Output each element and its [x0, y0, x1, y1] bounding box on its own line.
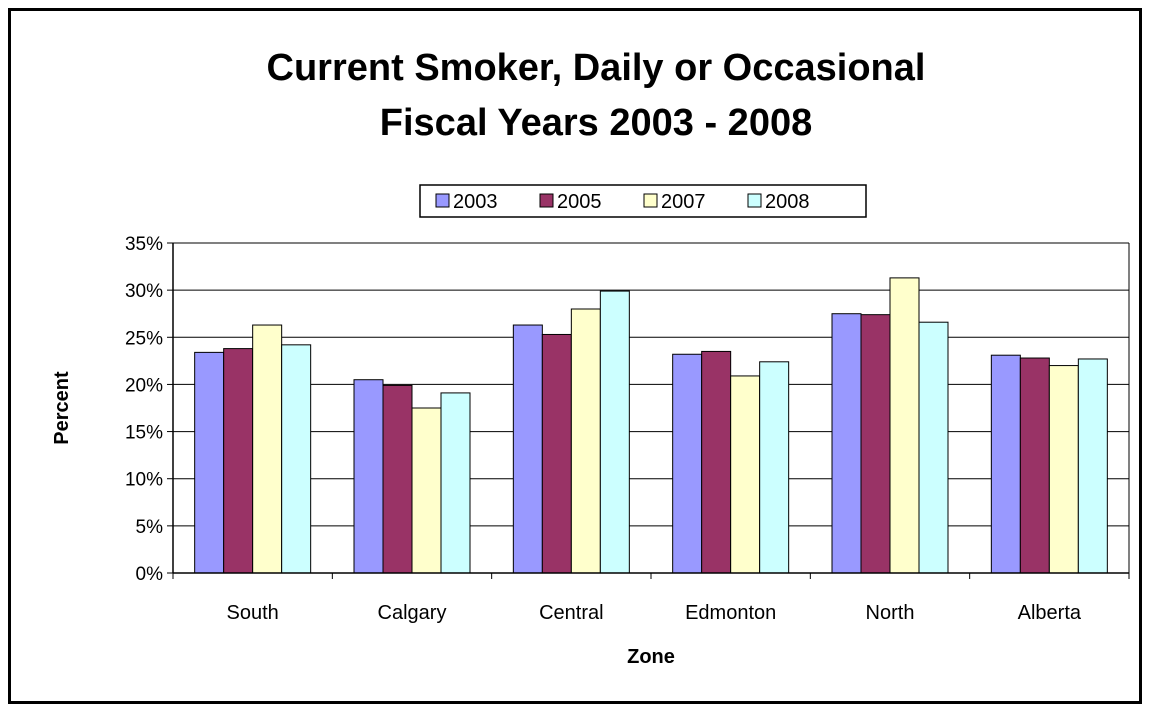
- chart-title-line1: Current Smoker, Daily or Occasional: [267, 47, 926, 89]
- bar-2003-south: [194, 351, 225, 574]
- y-tick-label: 0%: [136, 564, 164, 585]
- bar-2005-north: [860, 314, 891, 574]
- bar-2008-north: [918, 321, 949, 574]
- bar-2008-alberta: [1077, 358, 1108, 574]
- legend-swatch-2003: [435, 193, 450, 208]
- chart-title-line2: Fiscal Years 2003 - 2008: [380, 102, 812, 144]
- x-tick-label: Edmonton: [685, 602, 776, 624]
- y-tick-label: 20%: [125, 375, 163, 396]
- bar-2007-central: [570, 308, 601, 574]
- bar-2007-north: [889, 277, 920, 574]
- y-tick-label: 15%: [125, 423, 163, 444]
- y-axis-label: Percent: [51, 371, 73, 445]
- bar-2005-central: [541, 333, 572, 574]
- legend-swatch-2007: [643, 193, 658, 208]
- legend-label-2005: 2005: [557, 191, 602, 213]
- legend-swatch-2005: [539, 193, 554, 208]
- bar-2007-south: [252, 324, 283, 574]
- y-tick-label: 30%: [125, 281, 163, 302]
- legend-label-2008: 2008: [765, 191, 810, 213]
- y-tick-label: 10%: [125, 470, 163, 491]
- y-tick-label: 35%: [125, 234, 163, 255]
- plot-background: [173, 243, 1129, 573]
- legend-label-2003: 2003: [453, 191, 498, 213]
- y-tick-label: 25%: [125, 328, 163, 349]
- bar-2003-central: [512, 324, 543, 574]
- x-tick-label: South: [227, 602, 279, 624]
- bar-2005-south: [223, 348, 254, 574]
- x-tick-label: Calgary: [378, 602, 447, 624]
- bar-2005-alberta: [1019, 357, 1050, 574]
- bar-2008-calgary: [440, 392, 471, 574]
- legend: 2003 2005 2007 2008: [419, 184, 867, 218]
- bar-2005-calgary: [382, 384, 413, 574]
- legend-box: [419, 184, 867, 218]
- bar-2003-north: [831, 313, 862, 574]
- bar-2008-edmonton: [759, 361, 790, 574]
- y-tick-label: 5%: [136, 517, 164, 538]
- bar-2003-alberta: [990, 354, 1021, 574]
- bar-2007-calgary: [411, 407, 442, 574]
- bar-2007-alberta: [1048, 365, 1079, 574]
- legend-label-2007: 2007: [661, 191, 706, 213]
- x-tick-label: North: [866, 602, 915, 624]
- x-tick-label: Central: [539, 602, 603, 624]
- bar-2008-south: [281, 344, 312, 574]
- bar-2003-calgary: [353, 379, 384, 574]
- plot-area: 0% 5% 10% 15% 20% 25% 30% 35% South Calgary Centra…: [125, 234, 1130, 624]
- legend-swatch-2008: [747, 193, 762, 208]
- bar-2005-edmonton: [701, 350, 732, 574]
- x-axis-label: Zone: [627, 646, 675, 668]
- bar-2008-central: [599, 290, 630, 574]
- x-tick-label: Alberta: [1018, 602, 1082, 624]
- bar-2007-edmonton: [730, 375, 761, 574]
- bar-2003-edmonton: [672, 353, 703, 574]
